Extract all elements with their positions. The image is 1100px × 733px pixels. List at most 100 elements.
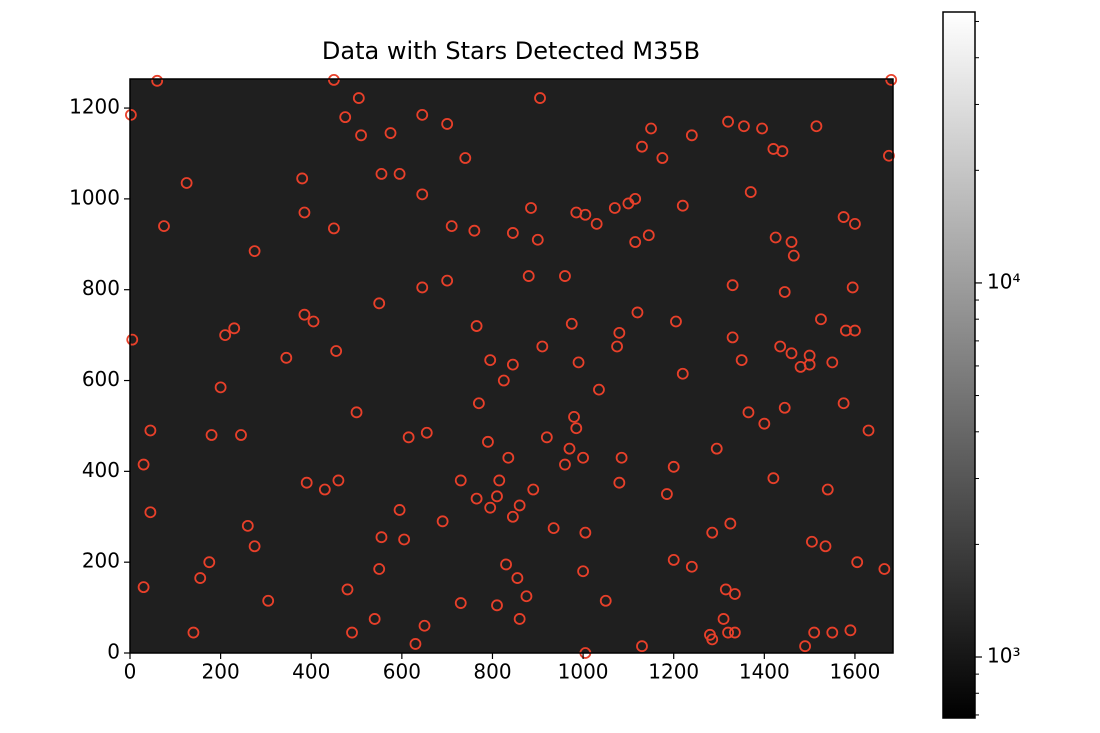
star-marker — [484, 501, 497, 514]
star-marker — [355, 129, 367, 142]
star-marker — [787, 249, 800, 262]
star-marker — [219, 329, 232, 342]
star-marker — [332, 474, 345, 487]
star-marker — [769, 231, 782, 244]
star-marker — [375, 531, 388, 544]
star-marker — [482, 435, 494, 448]
star-marker — [420, 426, 433, 439]
x-tick-label: 1600 — [829, 660, 880, 684]
plot-frame — [129, 78, 894, 654]
star-marker — [125, 108, 137, 121]
star-marker — [248, 245, 261, 258]
star-marker — [685, 129, 698, 142]
star-marker — [631, 306, 644, 319]
chart-title: Data with Stars Detected M35B — [322, 37, 700, 65]
star-marker — [484, 354, 497, 366]
star-marker — [785, 236, 798, 248]
star-marker — [513, 499, 526, 512]
star-marker — [568, 410, 580, 423]
star-marker — [520, 590, 533, 603]
star-marker — [849, 217, 861, 230]
star-marker — [491, 490, 503, 503]
star-marker — [577, 451, 589, 464]
star-marker — [722, 626, 734, 639]
y-tick-label: 1200 — [69, 95, 120, 119]
star-marker — [608, 202, 621, 214]
star-marker — [373, 563, 386, 575]
star-marker — [570, 422, 583, 435]
star-marker — [330, 345, 343, 357]
star-marker — [599, 594, 612, 607]
star-marker — [613, 476, 626, 489]
star-marker — [735, 354, 748, 366]
star-marker — [636, 640, 648, 653]
star-marker — [579, 208, 592, 221]
star-marker — [418, 619, 431, 632]
star-marker — [454, 474, 467, 487]
star-marker — [497, 374, 510, 387]
image — [130, 79, 893, 653]
star-marker — [373, 297, 386, 310]
y-tick-label: 0 — [107, 640, 120, 664]
star-marker — [629, 236, 642, 248]
star-marker — [758, 417, 771, 430]
star-marker — [636, 140, 648, 153]
colorbar-tick-label: 10⁴ — [987, 269, 1020, 293]
star-marker — [513, 613, 526, 625]
star-marker — [547, 522, 560, 535]
colorbar — [942, 11, 976, 719]
star-marker — [137, 458, 150, 471]
star-marker — [531, 233, 544, 246]
star-marker — [706, 633, 719, 646]
star-marker — [878, 563, 891, 575]
star-marker — [307, 315, 320, 328]
star-marker — [579, 526, 592, 539]
x-tick-label: 200 — [202, 660, 240, 684]
star-marker — [565, 317, 578, 330]
star-marker — [656, 152, 669, 164]
star-marker — [137, 581, 150, 594]
star-marker — [525, 202, 537, 214]
star-marker — [298, 206, 311, 219]
star-marker — [409, 638, 422, 650]
star-marker — [676, 199, 689, 212]
y-tick-label: 400 — [82, 458, 120, 482]
star-marker — [785, 347, 798, 360]
star-marker — [776, 145, 789, 158]
star-marker — [819, 540, 832, 553]
star-marker — [144, 424, 157, 437]
star-marker — [350, 406, 363, 419]
star-marker — [719, 583, 732, 596]
star-marker — [248, 540, 261, 553]
star-marker — [611, 340, 623, 353]
star-marker — [738, 120, 750, 133]
star-marker — [629, 192, 642, 205]
star-marker — [241, 519, 254, 532]
star-marker — [416, 281, 429, 294]
star-marker — [667, 554, 680, 566]
star-marker — [416, 188, 429, 201]
star-marker — [645, 122, 657, 135]
x-tick-label: 800 — [473, 660, 511, 684]
x-tick-label: 1200 — [648, 660, 699, 684]
star-marker — [572, 356, 585, 369]
star-marker — [375, 168, 388, 180]
y-tick-label: 600 — [82, 367, 120, 391]
x-tick-label: 1400 — [739, 660, 790, 684]
star-marker — [559, 270, 571, 282]
star-marker — [803, 349, 816, 362]
star-marker — [844, 624, 857, 637]
star-marker — [493, 474, 506, 487]
star-marker — [726, 331, 739, 344]
star-marker — [228, 322, 241, 335]
star-marker — [778, 286, 791, 298]
star-marker — [194, 572, 207, 584]
star-marker — [300, 476, 313, 489]
star-marker — [710, 442, 723, 455]
star-marker — [126, 333, 139, 346]
star-marker — [577, 565, 589, 578]
star-marker — [851, 556, 864, 569]
star-marker — [393, 168, 406, 180]
x-tick-label: 600 — [383, 660, 421, 684]
y-tick-label: 200 — [82, 549, 120, 573]
